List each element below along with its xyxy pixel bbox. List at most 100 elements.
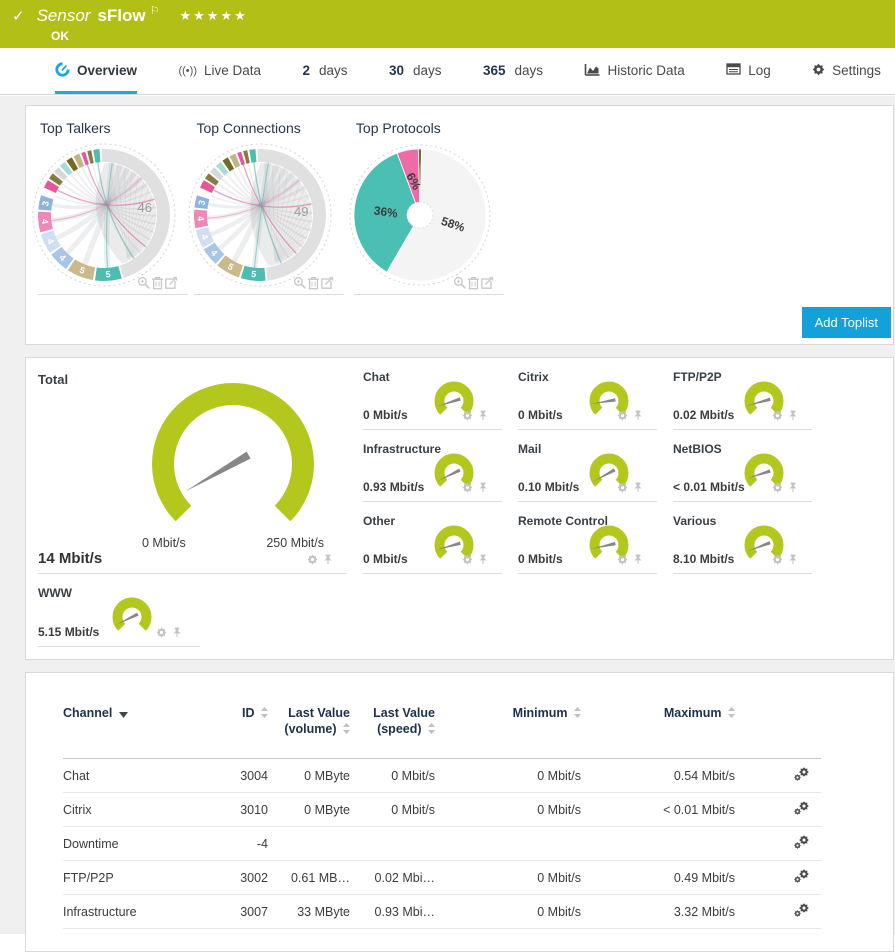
gauge-cell-actions — [307, 552, 333, 570]
cell-max: 0.54 Mbit/s — [673, 768, 735, 783]
tab-label: Overview — [77, 63, 138, 78]
cell-id: 3007 — [240, 904, 268, 919]
magnifier-icon[interactable] — [137, 276, 151, 290]
edit-icon[interactable] — [165, 276, 178, 290]
svg-text:49: 49 — [294, 204, 308, 219]
priority-stars[interactable]: ★★★★★ — [179, 8, 248, 23]
cell-channel: FTP/P2P — [63, 870, 114, 885]
gauge-value: 0.10 Mbit/s — [518, 480, 580, 494]
gear-icon[interactable] — [462, 480, 473, 498]
add-toplist-button[interactable]: Add Toplist — [801, 307, 891, 338]
svg-text:5: 5 — [105, 269, 111, 279]
channel-settings-icon[interactable] — [781, 868, 821, 887]
tab-settings[interactable]: Settings — [812, 48, 881, 94]
channel-settings-icon[interactable] — [781, 766, 821, 785]
column-header-last-value-speed[interactable]: Last Value (speed) — [373, 706, 435, 737]
cell-lv_volume: 0.61 MB… — [290, 870, 350, 885]
pin-icon[interactable] — [788, 552, 798, 570]
cell-max: 3.32 Mbit/s — [673, 904, 735, 919]
gear-icon[interactable] — [156, 625, 167, 643]
gear-icon[interactable] — [772, 552, 783, 570]
channel-gauge-chart — [434, 381, 474, 415]
column-header-id[interactable]: ID — [213, 705, 268, 733]
gauge-title: Remote Control — [518, 514, 608, 528]
table-row: Infrastructure 3007 33 MByte 0.93 Mbi… 0 Mbi… — [63, 895, 821, 929]
gear-icon[interactable] — [772, 480, 783, 498]
cell-min: 0 Mbit/s — [537, 802, 581, 817]
gear-icon[interactable] — [617, 408, 628, 426]
tab-historic-data[interactable]: Historic Data — [584, 48, 685, 94]
pin-icon[interactable] — [478, 552, 488, 570]
edit-icon[interactable] — [321, 276, 334, 290]
tab-365-days[interactable]: 365 days — [483, 48, 543, 94]
gauge-value: 0 Mbit/s — [518, 552, 563, 566]
channel-settings-icon[interactable] — [781, 834, 821, 853]
table-row: Chat 3004 0 MByte 0 Mbit/s 0 Mbit/s 0.54 Mbit… — [63, 759, 821, 793]
tab-label: days — [319, 63, 348, 78]
toplist-title: Top Protocols — [355, 120, 441, 136]
gauge-title: Citrix — [518, 370, 549, 384]
table-row: FTP/P2P 3002 0.61 MB… 0.02 Mbi… 0 Mbit/s 0.49… — [63, 861, 821, 895]
tab-overview[interactable]: Overview — [55, 48, 138, 94]
pin-icon[interactable] — [478, 408, 488, 426]
magnifier-icon[interactable] — [294, 276, 307, 290]
edit-icon[interactable] — [481, 276, 494, 290]
column-header-minimum[interactable]: Minimum — [435, 705, 581, 733]
tab-log[interactable]: Log — [726, 48, 771, 94]
channel-settings-icon[interactable] — [781, 800, 821, 819]
svg-text:5: 5 — [78, 265, 86, 276]
trash-icon[interactable] — [152, 276, 164, 290]
gauge-value: 5.15 Mbit/s — [38, 625, 100, 639]
pin-icon[interactable] — [633, 480, 643, 498]
toplists-panel: Top Talkers 46 5 5 4 4 4 3 Top Connections 49 5… — [25, 105, 894, 345]
column-header-maximum[interactable]: Maximum — [581, 705, 735, 733]
pin-icon[interactable] — [633, 552, 643, 570]
pin-icon[interactable] — [478, 480, 488, 498]
tab-30-days[interactable]: 30 days — [389, 48, 442, 94]
svg-text:4: 4 — [209, 248, 220, 258]
gauge-cell-mail: Mail 0.10 Mbit/s — [518, 430, 657, 502]
sort-icon — [428, 723, 435, 735]
trash-icon[interactable] — [308, 276, 320, 290]
tab-2-days[interactable]: 2 days — [302, 48, 347, 94]
gauge-cell-actions — [772, 408, 798, 426]
column-header-channel[interactable]: Channel — [63, 705, 213, 733]
svg-text:3: 3 — [40, 200, 51, 207]
flag-icon[interactable]: ⚐ — [149, 4, 160, 17]
gauge-value: 0 Mbit/s — [518, 408, 563, 422]
gear-icon[interactable] — [462, 552, 473, 570]
cell-id: 3002 — [240, 870, 268, 885]
trash-icon[interactable] — [467, 276, 480, 290]
cell-max: 0.49 Mbit/s — [673, 870, 735, 885]
magnifier-icon[interactable] — [453, 276, 467, 290]
svg-text:4: 4 — [196, 216, 206, 222]
svg-text:5: 5 — [226, 261, 235, 272]
pin-icon[interactable] — [788, 480, 798, 498]
pin-icon[interactable] — [633, 408, 643, 426]
tab-number: 30 — [388, 63, 404, 78]
cell-min: 0 Mbit/s — [537, 768, 581, 783]
gauge-cell-citrix: Citrix 0 Mbit/s — [518, 368, 657, 430]
channel-settings-icon[interactable] — [781, 902, 821, 921]
column-header-last-value-volume[interactable]: Last Value (volume) — [284, 706, 350, 737]
sort-icon — [728, 707, 735, 718]
pin-icon[interactable] — [172, 625, 182, 643]
page-content: Top Talkers 46 5 5 4 4 4 3 Top Connections 49 5… — [0, 96, 895, 952]
cell-lv_speed: 0.02 Mbi… — [374, 870, 435, 885]
gear-icon — [812, 63, 825, 79]
gauge-cell-actions — [617, 552, 643, 570]
pin-icon[interactable] — [788, 408, 798, 426]
tab-live-data[interactable]: ((•)) Live Data — [178, 48, 261, 94]
table-row: Citrix 3010 0 MByte 0 Mbit/s 0 Mbit/s < 0.01 … — [63, 793, 821, 827]
gear-icon[interactable] — [617, 552, 628, 570]
channel-gauge-chart — [744, 381, 784, 415]
pin-icon[interactable] — [323, 552, 333, 570]
tab-label: Settings — [832, 63, 881, 78]
gear-icon[interactable] — [307, 552, 318, 570]
gear-icon[interactable] — [617, 480, 628, 498]
channel-gauge-chart — [112, 597, 152, 631]
gauge-cell-various: Various 8.10 Mbit/s — [673, 502, 812, 574]
gear-icon[interactable] — [772, 408, 783, 426]
svg-text:4: 4 — [40, 218, 50, 224]
gear-icon[interactable] — [462, 408, 473, 426]
